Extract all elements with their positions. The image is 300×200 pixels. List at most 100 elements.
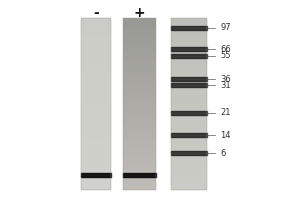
Bar xyxy=(123,167,156,170)
Bar xyxy=(81,161,111,164)
Bar xyxy=(81,84,111,87)
Text: 66: 66 xyxy=(220,45,231,53)
Text: 14: 14 xyxy=(220,130,231,140)
Bar xyxy=(171,156,207,158)
Bar xyxy=(171,113,207,115)
Bar xyxy=(123,78,156,81)
Text: 21: 21 xyxy=(220,108,231,117)
Bar xyxy=(171,136,207,138)
Bar xyxy=(123,44,156,47)
Bar xyxy=(81,110,111,113)
Bar xyxy=(81,90,111,93)
Bar xyxy=(123,29,156,32)
Bar xyxy=(81,81,111,84)
Bar xyxy=(171,81,207,84)
Bar xyxy=(81,127,111,130)
Bar xyxy=(81,124,111,127)
Bar xyxy=(81,156,111,158)
Bar xyxy=(81,98,111,101)
Bar xyxy=(81,32,111,35)
Bar xyxy=(123,47,156,50)
Bar xyxy=(123,141,156,144)
Bar xyxy=(123,95,156,98)
Bar xyxy=(171,110,207,113)
Bar xyxy=(171,87,207,90)
Bar xyxy=(123,75,156,78)
Text: 55: 55 xyxy=(220,51,231,60)
Bar xyxy=(123,81,156,84)
Text: 36: 36 xyxy=(220,74,231,84)
Bar xyxy=(123,118,156,121)
Bar xyxy=(171,141,207,144)
Bar xyxy=(123,61,156,64)
Bar xyxy=(81,147,111,150)
Bar xyxy=(171,107,207,110)
Bar xyxy=(171,153,207,156)
Bar xyxy=(81,95,111,98)
Bar xyxy=(171,29,207,32)
Bar xyxy=(81,75,111,78)
Bar xyxy=(171,93,207,95)
Bar xyxy=(123,18,156,190)
Bar xyxy=(171,21,207,24)
Bar xyxy=(171,130,207,133)
Bar xyxy=(123,164,156,167)
Bar xyxy=(171,176,207,179)
Bar xyxy=(171,138,207,141)
Bar xyxy=(171,90,207,93)
Bar xyxy=(123,27,156,29)
Bar xyxy=(81,78,111,81)
Bar xyxy=(81,27,111,29)
Text: +: + xyxy=(134,6,145,20)
Bar xyxy=(123,93,156,95)
Bar xyxy=(81,58,111,61)
Bar xyxy=(81,170,111,173)
Bar xyxy=(171,164,207,167)
Bar xyxy=(81,72,111,75)
Bar xyxy=(171,170,207,173)
Bar xyxy=(123,67,156,70)
Bar xyxy=(123,184,156,187)
Bar xyxy=(123,136,156,138)
Bar xyxy=(123,24,156,27)
Bar xyxy=(81,44,111,47)
Bar xyxy=(81,187,111,190)
Bar xyxy=(123,187,156,190)
Bar xyxy=(123,124,156,127)
Bar xyxy=(81,38,111,41)
Bar xyxy=(123,179,156,181)
Bar xyxy=(81,115,111,118)
Bar xyxy=(123,98,156,101)
Bar xyxy=(171,181,207,184)
Bar xyxy=(81,118,111,121)
Bar xyxy=(171,84,207,87)
Bar xyxy=(81,144,111,147)
Bar xyxy=(171,158,207,161)
Bar xyxy=(171,27,207,29)
Bar xyxy=(81,55,111,58)
Bar xyxy=(171,118,207,121)
Bar xyxy=(123,144,156,147)
Bar xyxy=(171,35,207,38)
Bar xyxy=(81,21,111,24)
Bar xyxy=(171,18,207,21)
Bar xyxy=(123,18,156,21)
Bar xyxy=(123,150,156,153)
Text: 6: 6 xyxy=(220,148,226,158)
Bar xyxy=(123,41,156,44)
Bar xyxy=(123,147,156,150)
Bar xyxy=(81,18,111,190)
Bar xyxy=(123,158,156,161)
Bar xyxy=(171,95,207,98)
Bar xyxy=(81,104,111,107)
Bar xyxy=(171,47,207,50)
Bar xyxy=(81,167,111,170)
Bar xyxy=(171,64,207,67)
Bar xyxy=(123,87,156,90)
Bar xyxy=(81,70,111,72)
Bar xyxy=(171,52,207,55)
Bar xyxy=(123,161,156,164)
Bar xyxy=(81,133,111,136)
Bar xyxy=(123,72,156,75)
Bar xyxy=(171,50,207,52)
